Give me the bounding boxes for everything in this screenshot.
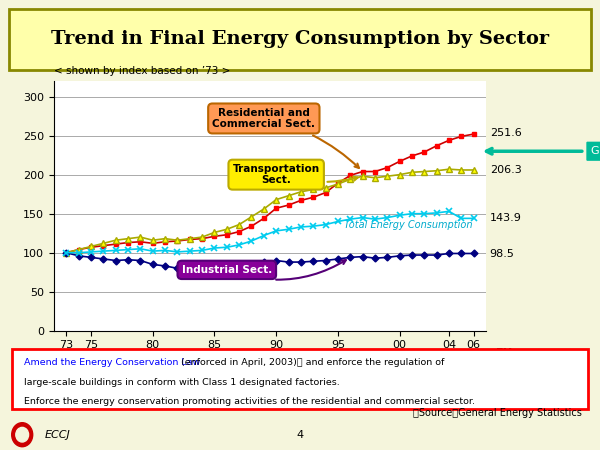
Text: < shown by index based on ’73 >: < shown by index based on ’73 > (54, 66, 230, 76)
Text: (enforced in April, 2003)， and enforce the regulation of: (enforced in April, 2003)， and enforce t… (181, 358, 444, 367)
Text: Residential and
Commercial Sect.: Residential and Commercial Sect. (212, 108, 359, 168)
Circle shape (16, 428, 29, 442)
Text: Total Energy Consumption: Total Energy Consumption (344, 220, 473, 230)
Text: 251.6: 251.6 (490, 128, 521, 138)
Text: GDP 230: GDP 230 (591, 146, 600, 156)
Text: Enforce the energy conservation promoting activities of the residential and comm: Enforce the energy conservation promotin… (23, 397, 475, 406)
Text: FY: FY (496, 348, 511, 358)
Circle shape (12, 423, 32, 447)
Text: ECCJ: ECCJ (45, 430, 71, 440)
Text: 4: 4 (296, 430, 304, 440)
Text: 143.9: 143.9 (490, 212, 521, 223)
FancyBboxPatch shape (12, 349, 588, 409)
Text: large-scale buildings in conform with Class 1 designated factories.: large-scale buildings in conform with Cl… (23, 378, 340, 387)
Text: Industrial Sect.: Industrial Sect. (182, 260, 346, 280)
Text: Transportation
Sect.: Transportation Sect. (233, 164, 358, 185)
FancyBboxPatch shape (9, 9, 591, 70)
Text: 206.3: 206.3 (490, 165, 521, 175)
Text: 98.5: 98.5 (490, 249, 515, 259)
Text: Trend in Final Energy Consumption by Sector: Trend in Final Energy Consumption by Sec… (51, 31, 549, 49)
Text: Amend the Energy Conservation Law: Amend the Energy Conservation Law (23, 358, 200, 367)
Text: （Source）General Energy Statistics: （Source）General Energy Statistics (413, 408, 582, 418)
